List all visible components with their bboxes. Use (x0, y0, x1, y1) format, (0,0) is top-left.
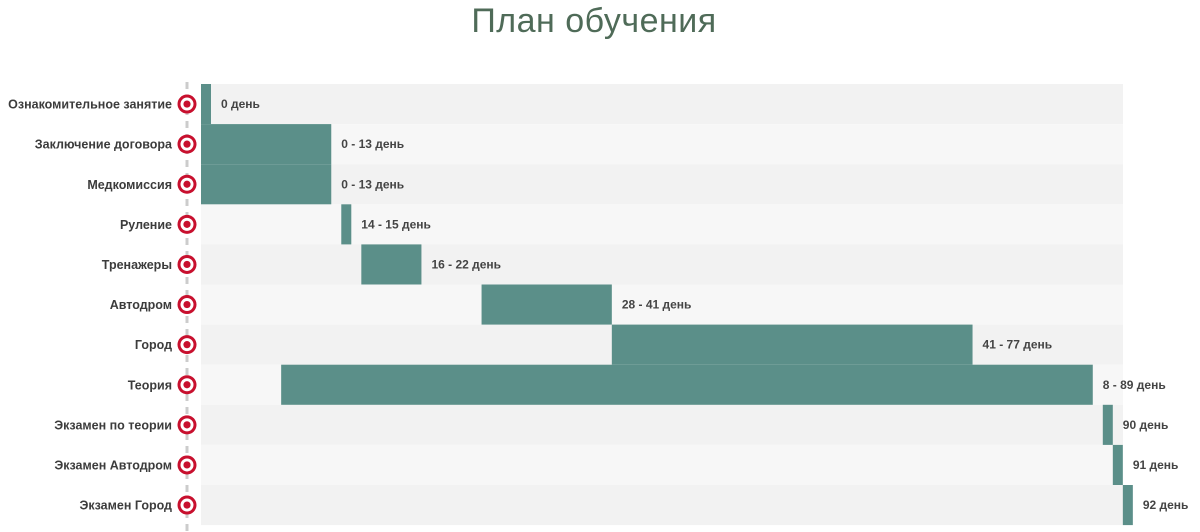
task-label: Экзамен Автодром (54, 458, 172, 472)
row-background (201, 244, 1123, 285)
duration-label: 92 день (1143, 498, 1189, 512)
marker-center-dot (183, 341, 191, 349)
row-markers (177, 94, 197, 515)
task-bar (281, 364, 1093, 405)
row-background (201, 124, 1123, 165)
task-bar (611, 324, 973, 365)
task-label: Город (135, 338, 172, 352)
row-marker-icon (177, 214, 197, 234)
task-bar (1112, 444, 1123, 485)
row-marker-icon (177, 335, 197, 355)
marker-center-dot (183, 501, 191, 509)
row-background (201, 284, 1123, 325)
task-label: Автодром (110, 298, 172, 312)
row-marker-icon (177, 295, 197, 315)
duration-label: 28 - 41 день (622, 298, 692, 312)
task-bar (341, 204, 352, 245)
task-label: Экзамен по теории (54, 418, 172, 432)
row-background (201, 164, 1123, 205)
marker-center-dot (183, 381, 191, 389)
row-background (201, 404, 1123, 445)
task-label: Экзамен Город (79, 499, 172, 513)
duration-label: 0 - 13 день (341, 137, 404, 151)
task-label: Теория (128, 378, 172, 392)
row-marker-icon (177, 495, 197, 515)
row-marker-icon (177, 94, 197, 114)
row-background (201, 485, 1123, 526)
task-bar (1102, 404, 1113, 445)
duration-label: 41 - 77 день (983, 338, 1053, 352)
duration-labels: 0 день 0 - 13 день 0 - 13 день 14 - 15 день… (221, 97, 1188, 512)
task-bar (201, 124, 332, 165)
duration-label: 91 день (1133, 458, 1179, 472)
task-bar (201, 164, 332, 205)
marker-center-dot (183, 100, 191, 108)
duration-label: 14 - 15 день (361, 217, 431, 231)
task-bars (201, 84, 1133, 526)
row-marker-icon (177, 174, 197, 194)
row-background (201, 204, 1123, 245)
row-marker-icon (177, 254, 197, 274)
duration-label: 90 день (1123, 418, 1169, 432)
duration-label: 0 - 13 день (341, 177, 404, 191)
task-bar (481, 284, 612, 325)
row-background (201, 444, 1123, 485)
task-label: Заключение договора (35, 138, 173, 152)
marker-center-dot (183, 180, 191, 188)
task-label: Медкомиссия (87, 178, 172, 192)
task-bar (1122, 485, 1133, 526)
duration-label: 0 день (221, 97, 260, 111)
row-marker-icon (177, 415, 197, 435)
marker-center-dot (183, 300, 191, 309)
marker-center-dot (183, 140, 191, 148)
marker-center-dot (183, 220, 191, 228)
task-label: Руление (120, 218, 172, 232)
row-marker-icon (177, 455, 197, 475)
task-label: Тренажеры (102, 258, 172, 272)
marker-center-dot (183, 421, 191, 429)
row-marker-icon (177, 134, 197, 154)
row-background (201, 84, 1123, 125)
duration-label: 16 - 22 день (431, 257, 501, 271)
row-marker-icon (177, 375, 197, 395)
task-labels: Ознакомительное занятие Заключение догово… (8, 98, 173, 513)
task-bar (361, 244, 422, 285)
task-label: Ознакомительное занятие (8, 98, 172, 112)
task-bar (201, 84, 211, 125)
duration-label: 8 - 89 день (1103, 378, 1166, 392)
chart-title: План обучения (471, 2, 717, 40)
marker-center-dot (183, 461, 191, 469)
marker-center-dot (183, 260, 191, 269)
